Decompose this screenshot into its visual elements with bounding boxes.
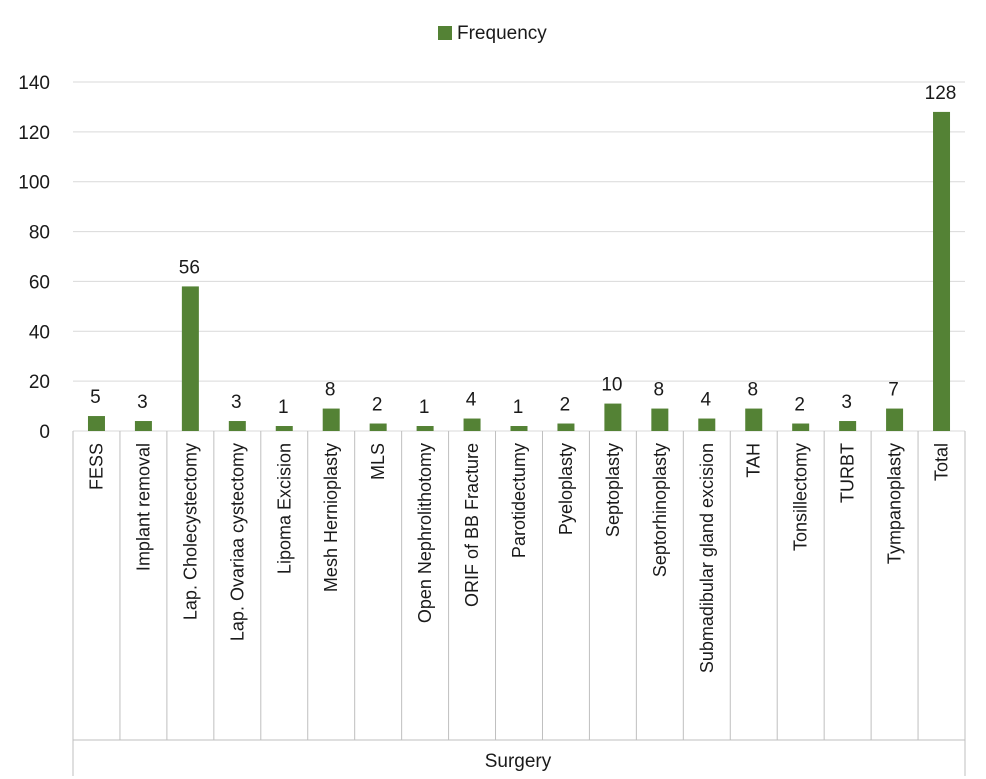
data-label: 128 [925, 83, 957, 104]
y-tick-label: 80 [29, 223, 50, 244]
bar [839, 421, 857, 431]
category-label: FESS [86, 443, 106, 490]
bar [792, 423, 810, 431]
category-label: TAH [744, 443, 764, 478]
data-label: 8 [654, 380, 665, 401]
bar [651, 408, 669, 431]
bar [886, 408, 904, 431]
category-label: MLS [368, 443, 388, 480]
y-tick-label: 0 [39, 422, 50, 443]
category-label: Open Nephrolithotomy [415, 443, 435, 623]
legend: Frequency [438, 23, 547, 44]
y-tick-label: 40 [29, 322, 50, 343]
bar [698, 418, 716, 431]
y-tick-label: 20 [29, 372, 50, 393]
data-label: 2 [794, 395, 805, 416]
category-label: Septoplasty [603, 443, 623, 537]
category-label: Total [932, 443, 952, 481]
y-axis-ticks: 0 20 40 60 80 100 120 140 [18, 73, 50, 443]
data-label: 3 [231, 392, 242, 413]
bar [369, 423, 387, 431]
bar [416, 426, 434, 431]
bar [275, 426, 293, 431]
data-label: 3 [137, 392, 148, 413]
bar [463, 418, 481, 431]
category-label: Tonsillectomy [791, 443, 811, 551]
data-label: 4 [466, 390, 477, 411]
data-label: 8 [325, 380, 336, 401]
category-label: Septorhinoplasty [650, 443, 670, 577]
gridlines [73, 81, 965, 432]
category-label: Lap. Ovariaa cystectomy [227, 443, 247, 641]
category-label: Tympanoplasty [885, 443, 905, 564]
data-label: 2 [560, 395, 571, 416]
data-label: 8 [747, 380, 758, 401]
category-label: Lap. Cholecystectomy [180, 443, 200, 620]
data-label: 1 [419, 397, 430, 418]
data-label: 3 [841, 392, 852, 413]
category-label: TURBT [838, 443, 858, 503]
y-tick-label: 60 [29, 272, 50, 293]
data-label: 1 [513, 397, 524, 418]
data-label: 2 [372, 395, 383, 416]
category-label: Lipoma Excision [274, 443, 294, 574]
bar [87, 416, 105, 431]
data-label: 10 [601, 375, 622, 396]
bar [322, 408, 340, 431]
bar [745, 408, 763, 431]
bar [933, 111, 951, 432]
data-label: 1 [278, 397, 289, 418]
data-label: 7 [888, 380, 899, 401]
category-label: ORIF of BB Fracture [462, 443, 482, 607]
y-tick-label: 120 [18, 123, 50, 144]
bar [228, 421, 246, 431]
bar [557, 423, 575, 431]
category-label: Pyeloplasty [556, 443, 576, 535]
y-tick-label: 100 [18, 173, 50, 194]
category-label: Submadibular gland excision [697, 443, 717, 673]
bar [604, 403, 622, 431]
x-axis-title: Surgery [485, 751, 552, 772]
bar [134, 421, 152, 431]
y-tick-label: 140 [18, 73, 50, 94]
bar [510, 426, 528, 431]
category-label: Implant removal [133, 443, 153, 571]
category-label: Parotidectumy [509, 443, 529, 558]
bar [181, 286, 199, 431]
legend-swatch [438, 26, 452, 40]
legend-label-frequency: Frequency [457, 23, 547, 44]
category-axis: FESS Implant removal Lap. Cholecystectomy L… [72, 431, 966, 776]
bars [87, 111, 951, 432]
data-label: 5 [90, 387, 101, 408]
data-label: 4 [701, 390, 712, 411]
category-label: Mesh Hernioplasty [321, 443, 341, 592]
data-label: 56 [179, 257, 200, 278]
